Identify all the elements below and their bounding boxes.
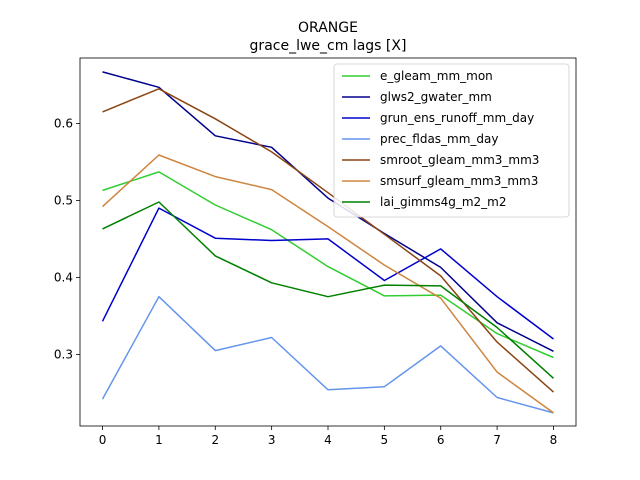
- x-tick-label: 1: [155, 433, 163, 447]
- y-tick-label: 0.5: [54, 193, 73, 207]
- series-line-lai_gimms4g_m2_m2: [102, 201, 555, 379]
- legend-label: prec_fldas_mm_day: [380, 132, 499, 146]
- x-tick-label: 2: [211, 433, 219, 447]
- legend-label: lai_gimms4g_m2_m2: [380, 195, 507, 209]
- x-tick-label: 8: [550, 433, 558, 447]
- series-line-prec_fldas_mm_day: [101, 295, 554, 414]
- series-line-smroot_gleam_mm3_mm3: [102, 88, 554, 393]
- y-tick-label: 0.6: [54, 116, 73, 130]
- series-lines: [101, 71, 555, 414]
- chart-title: ORANGE: [298, 20, 358, 36]
- legend-label: e_gleam_mm_mon: [380, 69, 493, 83]
- legend: e_gleam_mm_mon glws2_gwater_mm grun_ens_ru…: [333, 63, 570, 218]
- series-line-grun_ens_runoff_mm_day: [101, 207, 554, 340]
- legend-box: [333, 63, 570, 218]
- x-tick-label: 6: [437, 433, 445, 447]
- y-tick-label: 0.4: [54, 270, 73, 284]
- x-tick-label: 4: [324, 433, 332, 447]
- legend-label: smroot_gleam_mm3_mm3: [380, 153, 539, 167]
- chart-subtitle: grace_lwe_cm lags [X]: [250, 38, 407, 54]
- x-tick-label: 5: [381, 433, 389, 447]
- x-tick-label: 7: [493, 433, 501, 447]
- legend-label: glws2_gwater_mm: [380, 90, 492, 104]
- series-line-glws2_gwater_mm: [102, 71, 554, 352]
- series-line-smsurf_gleam_mm3_mm3: [101, 154, 554, 414]
- axes: 0 1 2 3 4 5 6 7 8 0.3 0.4 0.5 0.6: [54, 57, 577, 447]
- x-tick-label: 3: [268, 433, 276, 447]
- y-tick-label: 0.3: [54, 347, 73, 361]
- legend-label: grun_ens_runoff_mm_day: [380, 111, 534, 125]
- x-tick-label: 0: [99, 433, 107, 447]
- legend-label: smsurf_gleam_mm3_mm3: [380, 174, 538, 188]
